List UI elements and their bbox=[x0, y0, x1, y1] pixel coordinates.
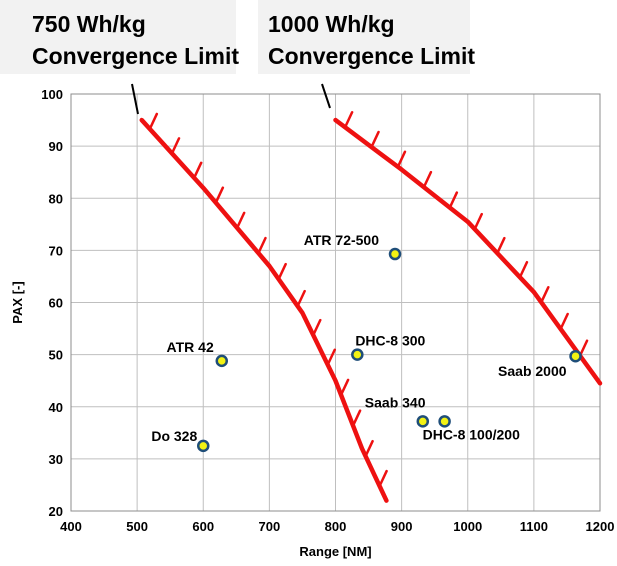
limit-hatch-mark bbox=[312, 318, 322, 337]
grid-lines bbox=[71, 94, 600, 511]
aircraft-label: ATR 72-500 bbox=[304, 232, 379, 248]
convergence-limit-lines bbox=[131, 83, 603, 503]
y-tick-label: 80 bbox=[49, 191, 63, 206]
x-tick-label: 500 bbox=[126, 519, 148, 534]
x-tick-label: 900 bbox=[391, 519, 413, 534]
limit-hatch-mark bbox=[296, 289, 306, 308]
limit-hatch-mark bbox=[378, 469, 388, 488]
limit-hatch-mark bbox=[540, 286, 550, 304]
limit-hatch-mark bbox=[559, 312, 569, 331]
aircraft-label: ATR 42 bbox=[167, 339, 214, 355]
aircraft-label: DHC-8 300 bbox=[355, 333, 425, 349]
limit-hatch-mark bbox=[473, 212, 483, 231]
limit-hatch-mark bbox=[214, 186, 225, 204]
y-tick-label: 70 bbox=[49, 243, 63, 258]
callout-750-box bbox=[0, 0, 236, 74]
aircraft-points bbox=[197, 247, 582, 453]
aircraft-point bbox=[215, 354, 229, 368]
limit-hatch-mark bbox=[364, 439, 374, 458]
aircraft-point bbox=[197, 439, 210, 453]
limit-hatch-mark bbox=[192, 161, 203, 180]
callout-750-line1: 750 Wh/kg bbox=[32, 11, 146, 37]
limit-hatch-mark bbox=[351, 409, 362, 427]
x-tick-label: 700 bbox=[259, 519, 281, 534]
aircraft-point bbox=[569, 349, 582, 363]
callout-750-line2: Convergence Limit bbox=[32, 43, 240, 69]
x-axis-title: Range [NM] bbox=[299, 544, 371, 559]
convergence-limit-line bbox=[333, 117, 603, 386]
y-tick-label: 90 bbox=[49, 139, 63, 154]
aircraft-label: Saab 2000 bbox=[498, 363, 567, 379]
y-tick-label: 40 bbox=[49, 400, 63, 415]
limit-hatch-mark bbox=[339, 378, 350, 397]
aircraft-label: DHC-8 100/200 bbox=[423, 426, 520, 442]
limit-hatch-mark bbox=[257, 236, 267, 255]
x-tick-label: 1100 bbox=[520, 519, 548, 534]
aircraft-label: Do 328 bbox=[151, 428, 197, 444]
limit-hatch-mark bbox=[148, 112, 159, 131]
aircraft-point bbox=[416, 415, 430, 428]
convergence-limit-line bbox=[139, 117, 389, 503]
y-tick-label: 50 bbox=[49, 348, 63, 363]
y-tick-label: 60 bbox=[49, 296, 63, 311]
x-tick-label: 600 bbox=[192, 519, 214, 534]
x-tick-label: 1200 bbox=[586, 519, 615, 534]
callout-leader-line bbox=[131, 83, 139, 115]
callout-1000-line1: 1000 Wh/kg bbox=[268, 11, 395, 37]
limit-hatch-mark bbox=[370, 130, 380, 149]
aircraft-point bbox=[351, 348, 364, 361]
aircraft-point bbox=[388, 247, 402, 261]
callout-leader-line bbox=[321, 83, 331, 109]
limit-hatch-mark bbox=[396, 150, 407, 169]
aircraft-label: Saab 340 bbox=[365, 394, 426, 410]
limit-hatch-mark bbox=[170, 137, 181, 155]
limit-hatch-mark bbox=[326, 348, 336, 367]
limit-hatch-mark bbox=[578, 339, 589, 357]
callout-1000-line2: Convergence Limit bbox=[268, 43, 476, 69]
y-axis-title: PAX [-] bbox=[10, 281, 25, 323]
limit-hatch-mark bbox=[448, 191, 459, 209]
x-tick-label: 1000 bbox=[453, 519, 482, 534]
x-tick-label: 400 bbox=[60, 519, 82, 534]
callout-1000-box bbox=[258, 0, 470, 74]
labels: ATR 72-500 DHC-8 300 ATR 42 Saab 2000 Saab 3… bbox=[151, 232, 566, 444]
limit-hatch-mark bbox=[277, 262, 287, 281]
aircraft-point bbox=[438, 415, 451, 428]
limit-hatch-mark bbox=[343, 111, 354, 129]
y-tick-label: 20 bbox=[49, 504, 63, 519]
plot-area-border bbox=[70, 93, 601, 512]
y-tick-label: 30 bbox=[49, 452, 63, 467]
x-tick-label: 800 bbox=[325, 519, 347, 534]
y-tick-label: 100 bbox=[41, 87, 63, 102]
limit-hatch-mark bbox=[235, 211, 246, 230]
limit-hatch-mark bbox=[422, 170, 433, 189]
axes: 400 500 600 700 800 900 1000 1100 1200 20 30 40 50 60… bbox=[10, 87, 614, 559]
limit-hatch-mark bbox=[496, 236, 506, 255]
limit-hatch-mark bbox=[518, 260, 529, 279]
